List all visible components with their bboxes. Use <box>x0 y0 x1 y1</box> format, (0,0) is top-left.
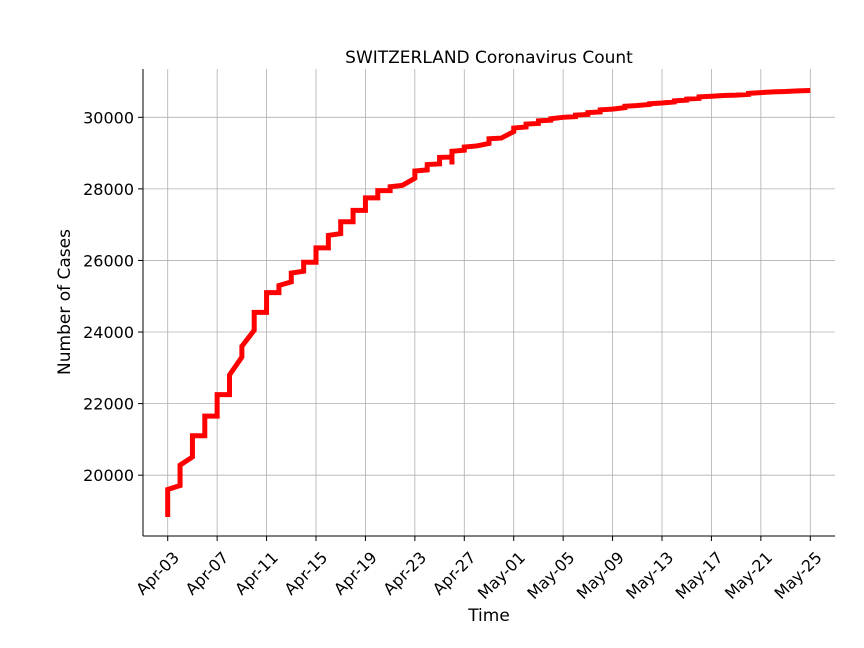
x-tick-label: May-01 <box>474 548 529 603</box>
x-tick-label: Apr-19 <box>330 548 381 599</box>
grid <box>143 69 835 536</box>
x-tick-label: Apr-11 <box>231 548 282 599</box>
x-tick-label: Apr-07 <box>182 548 233 599</box>
y-tick-label: 30000 <box>83 108 134 127</box>
x-tick-label: May-05 <box>523 548 578 603</box>
series-layer <box>165 87 811 518</box>
x-tick-label: Apr-15 <box>281 548 332 599</box>
x-tick-label: May-13 <box>622 548 677 603</box>
x-tick-label: May-09 <box>573 548 628 603</box>
chart-title: SWITZERLAND Coronavirus Count <box>345 48 633 68</box>
y-axis-label: Number of Cases <box>55 229 75 375</box>
axes <box>142 69 835 537</box>
y-tick-label: 20000 <box>83 466 134 485</box>
x-tick-label: May-21 <box>721 548 776 603</box>
y-tick-label: 26000 <box>83 251 134 270</box>
y-tick-label: 28000 <box>83 180 134 199</box>
x-tick-label: May-25 <box>770 548 825 603</box>
x-tick-label: Apr-03 <box>132 548 183 599</box>
x-ticks: Apr-03Apr-07Apr-11Apr-15Apr-19Apr-23Apr-… <box>132 536 826 603</box>
y-tick-label: 24000 <box>83 323 134 342</box>
series-line-cases <box>165 87 811 518</box>
x-tick-label: May-17 <box>672 548 727 603</box>
x-tick-label: Apr-23 <box>379 548 430 599</box>
y-ticks: 20000 22000 24000 26000 28000 30000 <box>83 108 143 485</box>
y-tick-label: 22000 <box>83 395 134 414</box>
x-tick-label: Apr-27 <box>429 548 480 599</box>
x-axis-label: Time <box>467 606 510 626</box>
